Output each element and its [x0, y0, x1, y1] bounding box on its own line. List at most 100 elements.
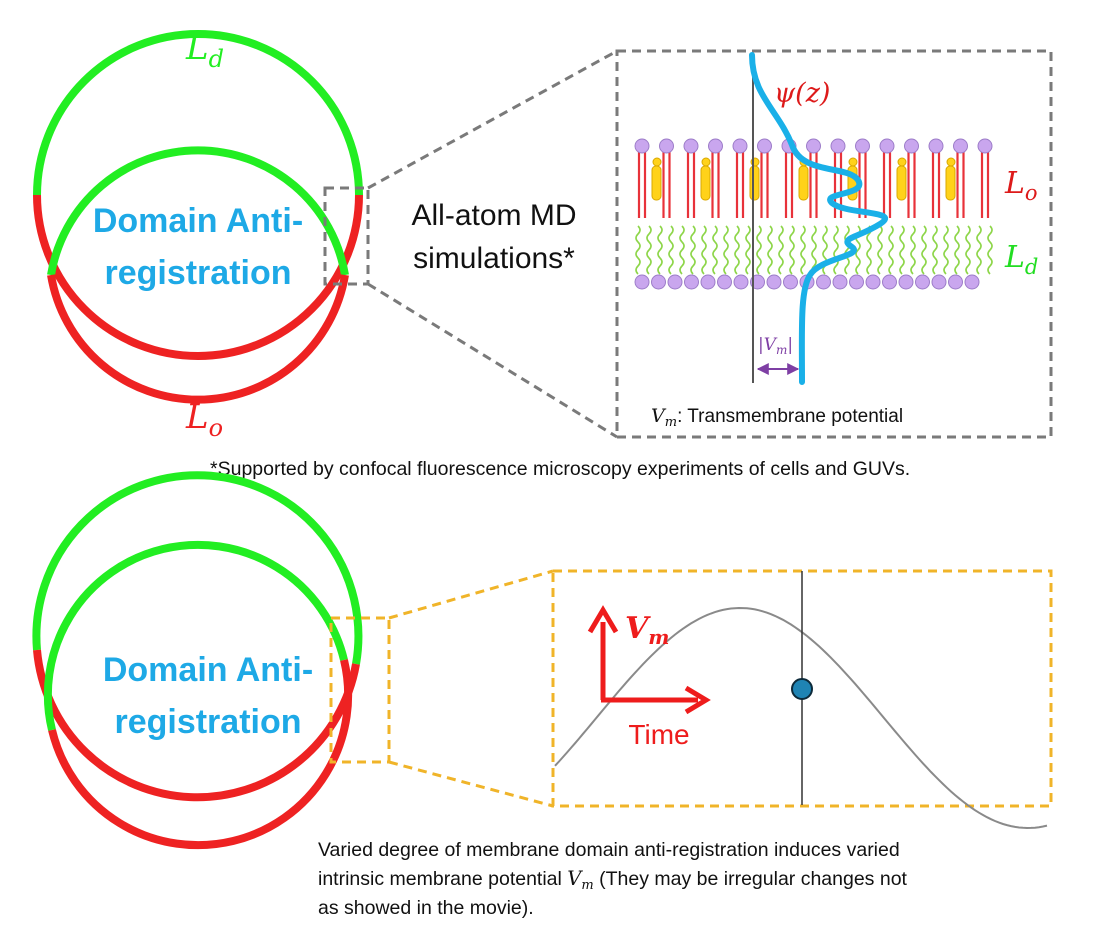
headgroup	[948, 274, 963, 290]
sterol	[798, 165, 809, 201]
top-zoom-callout	[323, 49, 1053, 439]
headgroup	[659, 138, 674, 154]
inner-ring-ld-arc	[47, 146, 349, 276]
headgroup	[732, 138, 748, 154]
headgroup	[708, 138, 723, 154]
axes-icon	[587, 605, 711, 715]
sterol	[651, 165, 662, 201]
disordered-tail	[789, 225, 795, 275]
disordered-tail	[987, 225, 993, 275]
disordered-tail	[965, 225, 971, 275]
disordered-tail	[899, 225, 905, 275]
disordered-tail	[712, 225, 718, 275]
headgroup	[667, 274, 683, 290]
headgroup	[757, 138, 772, 154]
lower-leaflet-lipids	[635, 225, 993, 275]
top-vesicle: Domain Anti- registration Ld Lo	[33, 28, 363, 442]
upper-headgroups	[634, 138, 993, 154]
sterol-head	[897, 157, 907, 167]
headgroup	[931, 274, 947, 290]
bottom-ring-label-line2: registration	[114, 703, 301, 741]
zoom-line-bottom	[367, 282, 618, 439]
disordered-tail	[778, 225, 784, 275]
disordered-tail	[668, 225, 674, 275]
ring-label-line1: Domain Anti-	[93, 202, 303, 240]
vm-time-plot: Vm Time	[554, 571, 1048, 830]
bottom-inner-ring-lo-arc	[48, 659, 353, 850]
psi-label: ψ(z)	[774, 78, 830, 109]
headgroup	[865, 274, 881, 290]
headgroup	[634, 138, 650, 154]
md-text-line1: All-atom MD	[411, 199, 576, 232]
lo-label-bottom: Lo	[185, 397, 223, 442]
headgroup	[634, 274, 650, 290]
headgroup	[855, 138, 870, 154]
disordered-tail	[866, 225, 872, 275]
headgroup	[717, 274, 732, 290]
disordered-tail	[701, 225, 707, 275]
disordered-tail	[921, 225, 927, 275]
bottom-vesicle: Domain Anti- registration	[32, 471, 363, 850]
y-axis-arrowhead-icon	[587, 605, 619, 634]
disordered-tail	[932, 225, 938, 275]
x-axis-label: Time	[628, 719, 689, 750]
disordered-tail	[954, 225, 960, 275]
disordered-tail	[800, 225, 806, 275]
current-vm-marker	[791, 678, 813, 700]
md-text-line2: simulations*	[413, 242, 575, 275]
bottom-zoom-line-top	[388, 569, 554, 620]
bottom-caption-line2: intrinsic membrane potential Vm (They ma…	[318, 867, 908, 893]
ld-label-top: Ld	[185, 28, 224, 73]
zoom-line-top	[367, 49, 618, 190]
disordered-tail	[910, 225, 916, 275]
inset-caption: Vm: Transmembrane potential	[651, 405, 903, 430]
footnote: *Supported by confocal fluorescence micr…	[210, 458, 910, 480]
bottom-inner-ring-ld-arc	[43, 540, 348, 731]
disordered-tail	[679, 225, 685, 275]
vm-sine-curve	[554, 606, 1048, 830]
headgroup	[683, 138, 699, 154]
disordered-tail	[646, 225, 652, 275]
headgroup	[783, 274, 798, 290]
potential-profile-curve	[749, 52, 888, 385]
headgroup	[879, 138, 895, 154]
headgroup	[806, 138, 821, 154]
disordered-tail	[767, 225, 773, 275]
lower-headgroups	[634, 274, 980, 290]
sterol-head	[701, 157, 711, 167]
vm-abs-label: |Vm|	[758, 335, 793, 357]
headgroup	[766, 274, 782, 290]
md-inset: ψ(z) Lo Ld |Vm| Vm: Transmembrane potent…	[634, 52, 1038, 430]
disordered-tail	[635, 225, 641, 275]
headgroup	[651, 274, 666, 290]
sterol	[749, 165, 760, 201]
sterol-head	[946, 157, 956, 167]
disordered-tail	[888, 225, 894, 275]
inset-lo-label: Lo	[1004, 166, 1038, 205]
disordered-tail	[943, 225, 949, 275]
disordered-tail	[690, 225, 696, 275]
headgroup	[898, 274, 914, 290]
disordered-tail	[844, 225, 850, 275]
disordered-tail	[811, 225, 817, 275]
bottom-caption-line3: as showed in the movie).	[318, 897, 534, 919]
headgroup	[849, 274, 864, 290]
disordered-tail	[734, 225, 740, 275]
disordered-tail	[877, 225, 883, 275]
headgroup	[964, 274, 980, 290]
ring-label-line2: registration	[104, 254, 291, 292]
x-axis-arrowhead-icon	[684, 685, 711, 715]
headgroup	[830, 138, 846, 154]
sterol	[945, 165, 956, 201]
headgroup	[733, 274, 749, 290]
inset-ld-label: Ld	[1004, 240, 1038, 279]
headgroup	[832, 274, 848, 290]
disordered-tail	[976, 225, 982, 275]
sterol-head	[848, 157, 858, 167]
bottom-zoom-line-bottom	[388, 760, 554, 808]
headgroup	[684, 274, 699, 290]
y-axis-label: Vm	[625, 611, 669, 649]
headgroup	[816, 274, 831, 290]
sterol-head	[652, 157, 662, 167]
